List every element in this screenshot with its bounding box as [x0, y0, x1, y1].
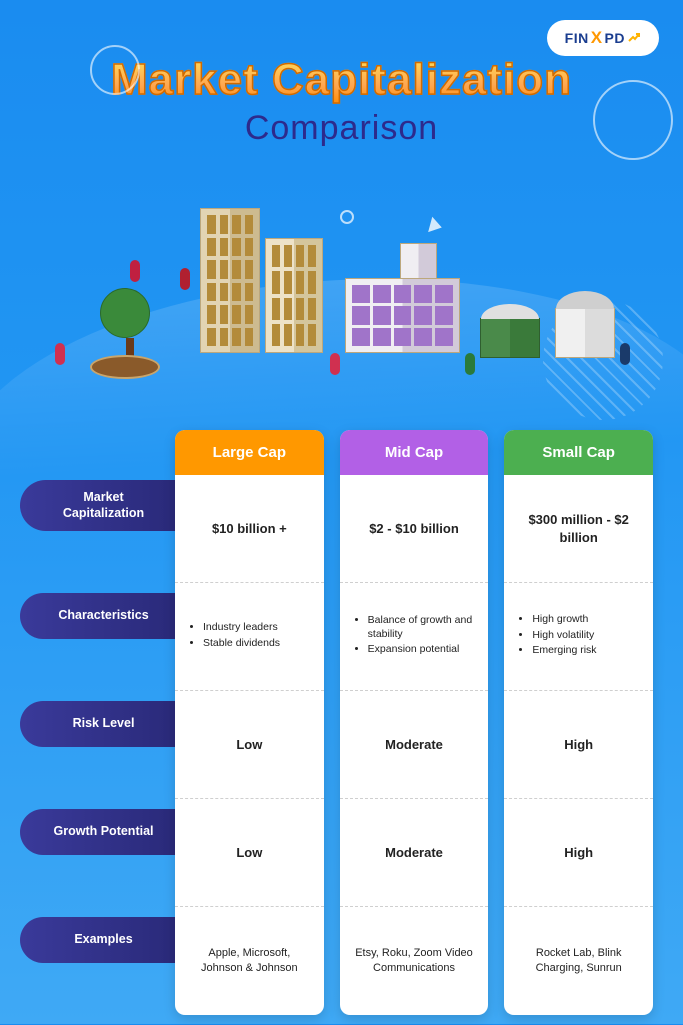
cell-risk: High [504, 691, 653, 799]
person-icon [465, 353, 475, 375]
cell-examples: Rocket Lab, Blink Charging, Sunrun [504, 907, 653, 1015]
page-subtitle: Comparison [0, 109, 683, 148]
small-building-icon [555, 308, 615, 358]
cell-market-cap: $2 - $10 billion [340, 475, 489, 583]
row-label-examples: Examples [20, 917, 175, 963]
large-building-icon [265, 238, 323, 353]
cell-growth: Moderate [340, 799, 489, 907]
cell-examples: Etsy, Roku, Zoom Video Communications [340, 907, 489, 1015]
cell-growth: High [504, 799, 653, 907]
column-mid-cap: Mid Cap $2 - $10 billion Balance of grow… [340, 430, 489, 1015]
person-icon [55, 343, 65, 365]
cell-risk: Moderate [340, 691, 489, 799]
circle-decor [90, 45, 140, 95]
list-item: Balance of growth and stability [368, 614, 479, 641]
tree-icon [100, 288, 160, 379]
list-item: Expansion potential [368, 643, 479, 657]
row-label-characteristics: Characteristics [20, 593, 175, 639]
brand-logo: FINXPD [547, 20, 659, 56]
list-item: High growth [532, 613, 596, 627]
cell-growth: Low [175, 799, 324, 907]
mid-building-icon [400, 243, 437, 280]
circle-decor [593, 80, 673, 160]
list-item: High volatility [532, 629, 596, 643]
small-building-icon [480, 318, 540, 358]
comparison-table: Market Capitalization Characteristics Ri… [0, 430, 683, 1025]
row-label-growth: Growth Potential [20, 809, 175, 855]
brand-arrow-icon [627, 31, 641, 45]
column-header: Small Cap [504, 430, 653, 475]
brand-text-1: FIN [565, 30, 589, 46]
row-label-market-cap: Market Capitalization [20, 480, 175, 531]
cell-examples: Apple, Microsoft, Johnson & Johnson [175, 907, 324, 1015]
list-item: Emerging risk [532, 644, 596, 658]
cell-characteristics: High growth High volatilityEmerging risk [504, 583, 653, 691]
brand-text-2: PD [605, 30, 625, 46]
cell-characteristics: Balance of growth and stability Expansion… [340, 583, 489, 691]
cell-market-cap: $10 billion + [175, 475, 324, 583]
column-header: Large Cap [175, 430, 324, 475]
cell-market-cap: $300 million - $2 billion [504, 475, 653, 583]
column-small-cap: Small Cap $300 million - $2 billion High… [504, 430, 653, 1015]
person-icon [620, 343, 630, 365]
columns: Large Cap $10 billion + Industry leaders… [175, 430, 653, 1015]
person-icon [130, 260, 140, 282]
row-label-risk: Risk Level [20, 701, 175, 747]
person-icon [180, 268, 190, 290]
cell-risk: Low [175, 691, 324, 799]
column-large-cap: Large Cap $10 billion + Industry leaders… [175, 430, 324, 1015]
brand-accent: X [591, 28, 603, 48]
list-item: Industry leaders [203, 621, 280, 635]
column-header: Mid Cap [340, 430, 489, 475]
cell-characteristics: Industry leaders Stable dividends [175, 583, 324, 691]
list-item: Stable dividends [203, 637, 280, 651]
row-labels: Market Capitalization Characteristics Ri… [20, 430, 175, 1025]
mid-building-icon [345, 278, 460, 353]
person-icon [330, 353, 340, 375]
large-building-icon [200, 208, 260, 353]
illustration-scene [0, 168, 683, 368]
